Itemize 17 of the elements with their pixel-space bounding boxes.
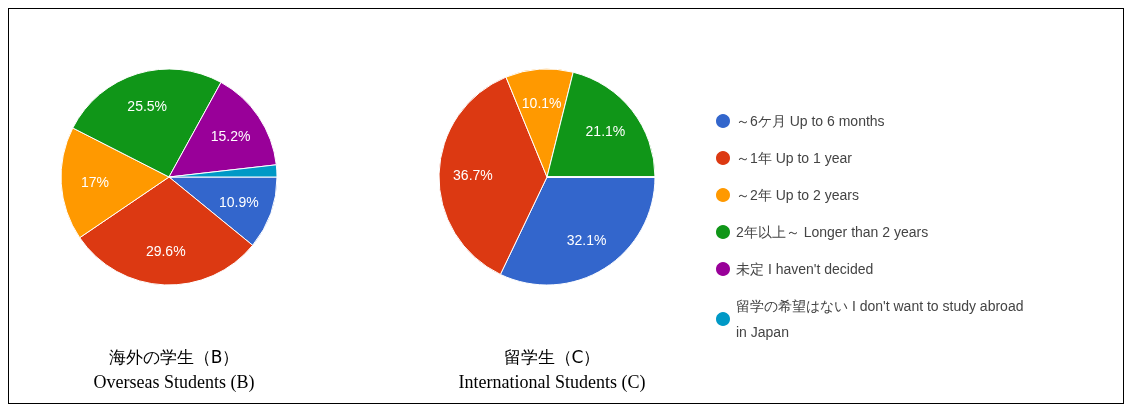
data-label: 25.5%	[127, 98, 168, 115]
data-label: 17%	[81, 173, 110, 190]
data-label: 10.9%	[218, 193, 259, 210]
data-label: 36.7%	[453, 166, 493, 183]
slice-label: 海外の学生（B） Overseas Students (B)	[93, 347, 255, 393]
legend-label: 未定 I haven't decided	[736, 261, 874, 277]
data-label: 29.6%	[145, 243, 186, 260]
data-label: 21.1%	[585, 123, 626, 140]
legend-label: 留学の希望はない I don't want to study abroad in Japan	[736, 298, 1028, 340]
legend-label: ～1年 Up to 1 year	[736, 150, 853, 166]
slice-label: 留学生（C） International Students (C)	[458, 347, 646, 393]
legend-label: ～2年 Up to 2 years	[736, 187, 859, 203]
legend-label: ～6ケ月 Up to 6 months	[736, 113, 885, 129]
data-label: 32.1%	[566, 231, 607, 248]
legend-label: 2年以上～ Longer than 2 years	[736, 224, 929, 240]
data-label: 15.2%	[210, 127, 251, 144]
data-label: 10.1%	[521, 95, 562, 112]
